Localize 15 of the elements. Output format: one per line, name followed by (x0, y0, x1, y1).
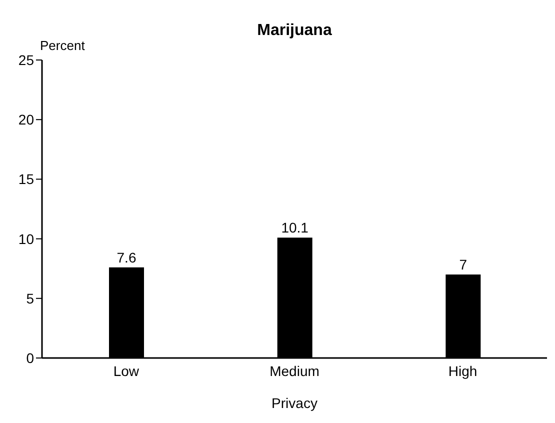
data-label: 7 (459, 256, 468, 273)
y-axis-title: Percent (40, 38, 85, 53)
chart-title: Marijuana (257, 22, 332, 39)
y-tick-label: 5 (26, 290, 34, 306)
x-tick-label: High (448, 362, 478, 379)
data-label: 7.6 (116, 249, 136, 266)
x-tick-label: Medium (270, 362, 320, 379)
y-tick-label: 0 (26, 350, 34, 366)
data-label: 10.1 (281, 220, 309, 236)
x-axis-title: Privacy (270, 395, 318, 411)
y-tick-label: 10 (18, 230, 34, 247)
y-tick-label: 20 (18, 112, 34, 128)
x-tick-label: Low (113, 362, 140, 379)
y-tick-label: 25 (18, 52, 34, 68)
y-tick-label: 15 (18, 171, 34, 188)
